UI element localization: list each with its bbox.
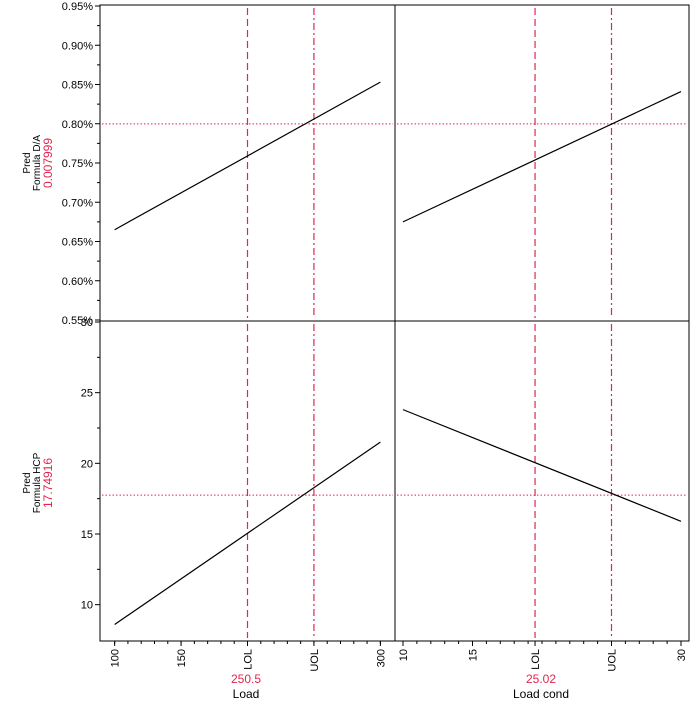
- row-1-response-name: Formula HCP: [32, 452, 43, 513]
- panels-layer: 0.55% 0.60% 0.65% 0.70% 0.75% 0.80% 0.85% 0.90%…: [62, 1, 690, 672]
- y-tick-label: 0.95%: [62, 1, 93, 13]
- x-tick-label: 100: [110, 649, 122, 667]
- row-label-1: Pred Formula HCP 17.74916: [22, 452, 55, 513]
- row-0-pred-label: Pred: [22, 152, 33, 173]
- row-1-current-value[interactable]: 17.74916: [41, 458, 55, 508]
- row-label-0: Pred Formula D/A 0.007999: [22, 135, 55, 191]
- x-tick-label: UOL: [607, 649, 619, 672]
- x-tick-label: 30: [676, 649, 688, 661]
- y-tick-label: 0.55%: [62, 315, 93, 327]
- y-tick-label: 0.85%: [62, 80, 93, 92]
- y-tick-label: 0.90%: [62, 40, 93, 52]
- y-tick-label: 15: [81, 529, 93, 541]
- y-tick-label: 20: [81, 458, 93, 470]
- profile-curve: [402, 91, 682, 223]
- y-tick-label: 0.60%: [62, 276, 93, 288]
- row-1-pred-label: Pred: [22, 472, 33, 493]
- row-0-response-name: Formula D/A: [32, 135, 43, 191]
- y-tick-label: 0.75%: [62, 158, 93, 170]
- panel-1: [394, 4, 690, 322]
- col-1-factor-name: Load cond: [513, 687, 569, 701]
- panel-frame: [394, 4, 690, 322]
- x-tick-label: LOL: [243, 649, 255, 670]
- profile-curve: [114, 81, 381, 231]
- panel-3: 10 15 LOL UOL 30: [394, 320, 690, 672]
- x-tick-label: 300: [375, 649, 387, 667]
- y-tick-label: 0.65%: [62, 237, 93, 249]
- y-tick-label: 0.70%: [62, 197, 93, 209]
- col-0-current-setting[interactable]: 250.5: [231, 672, 261, 686]
- panel-frame: [394, 320, 690, 642]
- row-0-current-value[interactable]: 0.007999: [41, 138, 55, 188]
- y-tick-label: 30: [81, 317, 93, 329]
- panel-2: 10 15 20 25 30 100 150 LOL UOL 300: [81, 317, 396, 672]
- y-tick-label: 25: [81, 388, 93, 400]
- x-tick-label: UOL: [309, 649, 321, 672]
- y-tick-label: 0.80%: [62, 119, 93, 131]
- profile-curve: [114, 441, 381, 625]
- col-1-current-setting[interactable]: 25.02: [526, 672, 556, 686]
- x-tick-label: 150: [176, 649, 188, 667]
- x-tick-label: 15: [468, 649, 480, 661]
- profile-curve: [402, 409, 682, 522]
- x-tick-label: 10: [398, 649, 410, 661]
- y-tick-label: 10: [81, 600, 93, 612]
- col-0-factor-name: Load: [233, 687, 260, 701]
- x-tick-label: LOL: [530, 649, 542, 670]
- panel-0: 0.55% 0.60% 0.65% 0.70% 0.75% 0.80% 0.85% 0.90%…: [62, 1, 396, 327]
